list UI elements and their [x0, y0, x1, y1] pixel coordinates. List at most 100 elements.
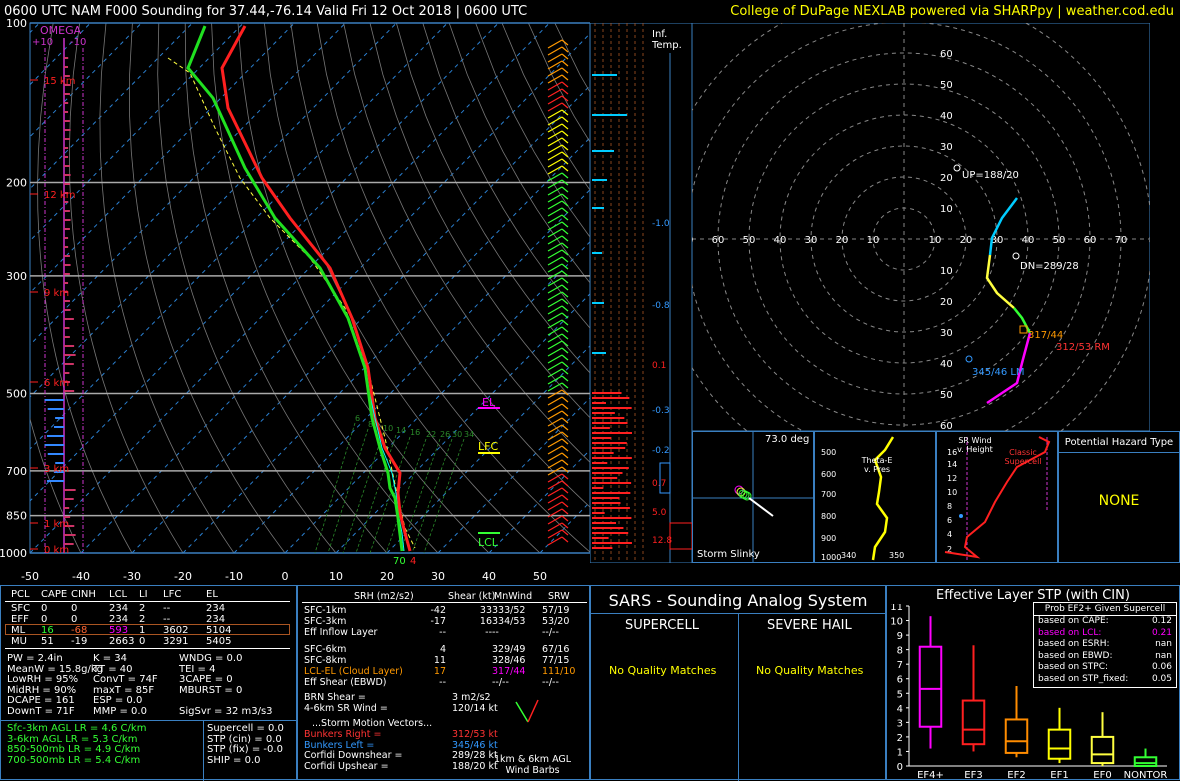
- slinky-title: Storm Slinky: [697, 549, 760, 560]
- isotherm: [30, 23, 244, 242]
- hodo-x-label: 30: [991, 235, 1004, 246]
- kin-row-label: SFC-8km: [304, 655, 347, 666]
- sfc-temp-label: 4: [410, 556, 416, 567]
- wind-barb: [547, 424, 563, 434]
- index-value: maxT = 85F: [93, 684, 155, 696]
- barb-glyph: [515, 699, 539, 723]
- wind-barb: [547, 172, 563, 182]
- mixing-ratio-line: [369, 436, 411, 554]
- wind-barb-flag: [561, 480, 569, 487]
- wind-barb: [547, 529, 563, 539]
- temp-adv-value: -1.0: [652, 219, 670, 229]
- parcel-cell: 2663: [109, 636, 135, 647]
- stp-box-EF4+: [918, 645, 943, 728]
- slinky-angle: 73.0 deg: [765, 434, 810, 445]
- height-label: 1 km: [44, 519, 69, 530]
- stp-legend-row: based on STPC: 0.06: [1034, 662, 1176, 674]
- mixing-ratio-label: 30: [452, 430, 462, 439]
- parcel-cell: EFF: [11, 614, 29, 625]
- isotherm: [30, 23, 397, 398]
- isotherm: [30, 23, 346, 346]
- srwind-label: Classic Supercell: [1004, 448, 1042, 466]
- severe-index: STP (fix) = -0.0: [207, 744, 283, 755]
- temp-tick: 50: [533, 570, 547, 583]
- wind-barb: [547, 137, 563, 147]
- stp-box-EF3: [961, 699, 986, 746]
- wind-barb-flag: [561, 74, 569, 81]
- mixing-ratio-label: 14: [396, 426, 406, 435]
- wind-barb-flag: [561, 424, 569, 431]
- isotherm: [30, 23, 295, 294]
- wind-barb: [547, 445, 563, 455]
- brn-label: BRN Shear =: [304, 692, 366, 703]
- stp-legend-value: 0.12: [1151, 616, 1172, 626]
- mixing-ratio-line: [314, 422, 356, 554]
- wind-barb: [547, 249, 563, 259]
- stp-title: Effective Layer STP (with CIN): [936, 588, 1130, 603]
- hodo-ring-label: 40: [940, 111, 953, 122]
- sr46-value: 120/14 kt: [452, 703, 498, 714]
- wind-barb-flag: [561, 438, 569, 445]
- hodo-ring-label: 60: [940, 49, 953, 60]
- stp-box-EF1: [1047, 728, 1072, 760]
- srwind-tick: 8: [947, 502, 952, 511]
- kin-row-label: SFC-6km: [304, 644, 347, 655]
- parcel-header: LCL: [109, 589, 128, 600]
- wind-barb: [547, 39, 563, 49]
- kin-row-label: Eff Shear (EBWD): [304, 677, 387, 688]
- wind-barb: [547, 60, 563, 70]
- wind-barb: [547, 228, 563, 238]
- wind-barb-flag: [561, 291, 569, 298]
- mixing-ratio-line: [385, 438, 427, 554]
- pressure-tick-700: 700: [6, 465, 27, 478]
- wind-barb: [547, 74, 563, 84]
- wind-barb-flag: [561, 473, 569, 480]
- hodo-x-label: 30: [805, 235, 818, 246]
- wind-barb-flag: [561, 270, 569, 277]
- stp-legend-row: based on LCL: 0.21: [1034, 628, 1176, 640]
- upshear-label: UP=188/20: [962, 170, 1019, 181]
- mixing-ratio-label: 6: [355, 414, 360, 423]
- kin-row-label: SFC-3km: [304, 616, 347, 627]
- temperature-trace: [220, 25, 412, 552]
- wind-barb-flag: [561, 515, 569, 522]
- stp-box-EF2: [1004, 718, 1029, 754]
- parcel-cell: -19: [71, 636, 88, 647]
- srwind-tick: 10: [947, 488, 957, 497]
- temp-tick: -20: [174, 570, 192, 583]
- theta-xtick: 340: [841, 551, 856, 560]
- hodo-ring-label: 40: [940, 359, 953, 370]
- wind-barb-flag: [561, 445, 569, 452]
- hodo-x-label: 70: [692, 235, 693, 246]
- parcel-cell: --: [163, 603, 171, 614]
- temp-adv-value: 0.7: [652, 479, 666, 489]
- hodo-x-label: 50: [1053, 235, 1066, 246]
- motion-value: 289/28 kt: [452, 750, 498, 761]
- wind-barb-flag: [561, 319, 569, 326]
- height-label: 0 km: [44, 545, 69, 556]
- hodo-ring-label: 50: [940, 390, 953, 401]
- stp-legend-label: based on CAPE:: [1038, 616, 1109, 626]
- isotherm: [80, 32, 590, 553]
- kin-srw: --/--: [542, 627, 559, 638]
- lapse-rate: 850-500mb LR = 4.9 C/km: [7, 744, 141, 755]
- hodo-ring-label: 60: [940, 421, 953, 431]
- hodograph: 60 50 40 30 20 10 70 60 50 40 30 20 10 10 20 30 40 50 60 70…: [692, 23, 1150, 431]
- parcel-cell: ML: [11, 625, 26, 636]
- stp-ytick: 6: [897, 675, 903, 686]
- wind-barb-flag: [561, 466, 569, 473]
- hodo-ring: [692, 23, 1122, 431]
- stp-legend-label: based on EBWD:: [1038, 650, 1113, 661]
- index-value: ConvT = 74F: [93, 674, 158, 685]
- wind-barb: [547, 410, 563, 420]
- index-value: WNDG = 0.0: [179, 653, 243, 664]
- severe-index: Supercell = 0.0: [207, 723, 284, 734]
- parcel-header: LI: [139, 589, 148, 600]
- inflow-temp-strip: Inf. Temp. -1.0 -0.8 0.1 -0.3 -0.2 0.7 5.0 12.8: [590, 23, 692, 563]
- wind-barb: [547, 375, 563, 385]
- wind-barb: [547, 88, 563, 98]
- temp-tick: 20: [380, 570, 394, 583]
- index-value: MBURST = 0: [179, 684, 243, 696]
- stp-legend-value: nan: [1155, 639, 1172, 649]
- isotherm: [30, 23, 142, 138]
